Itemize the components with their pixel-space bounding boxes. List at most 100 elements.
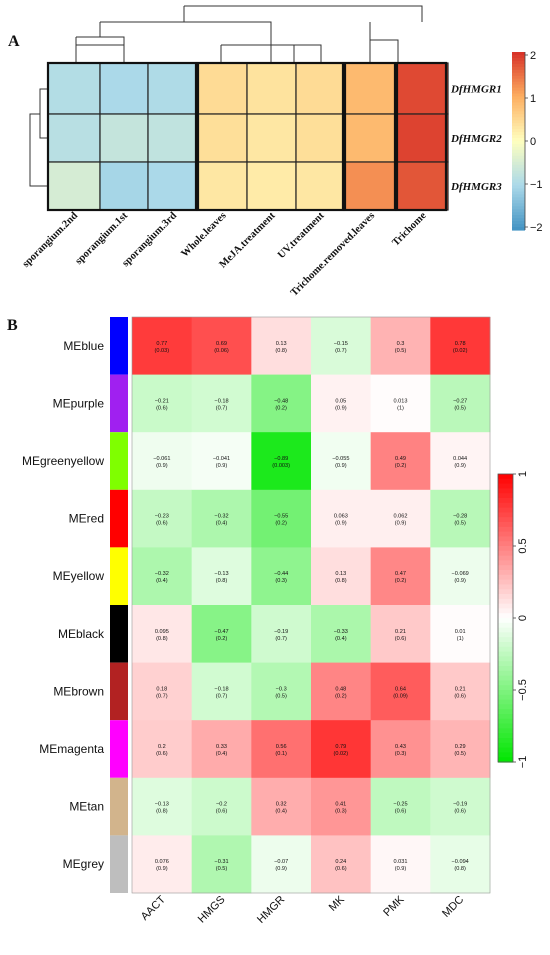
color-scale-a-segment xyxy=(512,191,525,195)
heatmap-b-cell xyxy=(370,605,431,663)
heatmap-a-cluster-border xyxy=(343,61,397,212)
color-scale-a-segment xyxy=(512,138,525,142)
color-scale-b-segment xyxy=(498,550,513,557)
color-scale-a-segment xyxy=(512,69,525,74)
cell-pvalue: (0.7) xyxy=(156,693,168,699)
cell-correlation: −0.33 xyxy=(334,629,348,635)
heatmap-b-cell xyxy=(191,662,252,721)
color-scale-a-segment xyxy=(512,218,525,222)
heatmap-b-cell xyxy=(311,374,372,433)
color-scale-a-segment xyxy=(512,120,525,124)
cell-correlation: 0.2 xyxy=(158,744,166,750)
color-scale-a-segment xyxy=(512,72,525,77)
color-scale-b-segment xyxy=(498,747,513,753)
heatmap-a-cell xyxy=(99,113,149,163)
color-scale-b-tick-label: 0.5 xyxy=(517,538,529,553)
cell-pvalue: (0.6) xyxy=(454,693,466,699)
heatmap-b-cell xyxy=(370,662,431,721)
color-scale-a-segment xyxy=(512,99,525,104)
sample-label: UV.treatment xyxy=(276,210,327,261)
heatmap-b-cell xyxy=(251,374,312,433)
heatmap-b-cell xyxy=(311,547,372,606)
cell-correlation: −0.19 xyxy=(274,629,288,635)
module-color-swatch xyxy=(110,374,128,433)
cell-correlation: −0.061 xyxy=(153,456,170,462)
heatmap-b-cell xyxy=(191,605,252,663)
heatmap-a-cluster-border xyxy=(395,61,448,212)
color-scale-a-segment xyxy=(512,152,525,157)
cell-correlation: −0.094 xyxy=(452,859,469,865)
cell-pvalue: (0.9) xyxy=(335,463,347,469)
heatmap-b-cell xyxy=(370,489,431,548)
color-scale-b-segment xyxy=(498,680,513,686)
module-label: MEmagenta xyxy=(39,742,104,756)
cell-correlation: −0.89 xyxy=(274,456,288,462)
heatmap-b-cell xyxy=(370,374,431,433)
cell-pvalue: (0.9) xyxy=(335,405,347,411)
heatmap-b-cell xyxy=(370,720,431,779)
color-scale-a-segment xyxy=(512,221,525,225)
cell-pvalue: (0.02) xyxy=(453,348,468,354)
cell-pvalue: (0.3) xyxy=(275,578,287,584)
module-color-swatch xyxy=(110,489,128,548)
cell-pvalue: (0.9) xyxy=(275,866,287,872)
cell-correlation: −0.28 xyxy=(453,514,467,520)
heatmap-b-cell xyxy=(132,662,193,721)
cell-pvalue: (0.5) xyxy=(395,348,407,354)
panel-b-letter: B xyxy=(7,317,18,334)
color-scale-b-segment xyxy=(498,723,513,729)
color-scale-b-segment xyxy=(498,483,513,489)
heatmap-b-cell xyxy=(132,835,193,894)
heatmap-b-cell xyxy=(191,835,252,894)
cell-pvalue: (0.2) xyxy=(395,463,407,469)
module-label: MEpurple xyxy=(53,396,105,410)
heatmap-a-cell xyxy=(197,62,248,115)
module-label: MEblue xyxy=(63,339,104,353)
color-scale-a-segment xyxy=(512,188,525,193)
cell-correlation: 0.031 xyxy=(394,859,408,865)
color-scale-a-segment xyxy=(512,170,525,175)
color-scale-a-segment xyxy=(512,60,525,65)
heatmap-a-cell xyxy=(396,113,449,163)
color-scale-a-tick-label: 0 xyxy=(530,136,536,148)
cell-correlation: 0.32 xyxy=(276,802,287,808)
cell-pvalue: (0.03) xyxy=(155,348,170,354)
color-scale-a-segment xyxy=(512,126,525,130)
color-scale-a-segment xyxy=(512,167,525,172)
color-scale-b-segment xyxy=(498,661,513,667)
heatmap-a-cell xyxy=(147,62,199,115)
cell-correlation: 0.013 xyxy=(394,398,408,404)
gene-label: DfHMGR1 xyxy=(450,84,502,96)
heatmap-a-cluster-border xyxy=(46,61,198,212)
module-labels: MEblue MEpurple MEgreenyellow MEred MEyellow… xyxy=(22,339,105,871)
module-color-swatch xyxy=(110,317,128,375)
color-scale-b-segment xyxy=(498,493,513,499)
cell-pvalue: (0.8) xyxy=(275,348,287,354)
color-scale-b-segment xyxy=(498,594,513,600)
cell-pvalue: (0.7) xyxy=(275,636,287,642)
cell-pvalue: (0.2) xyxy=(275,405,287,411)
cell-pvalue: (0.8) xyxy=(156,636,168,642)
cell-correlation: −0.069 xyxy=(452,571,469,577)
heatmap-b-cell xyxy=(430,489,491,548)
cell-correlation: 0.21 xyxy=(455,686,466,692)
cell-pvalue: (0.5) xyxy=(216,866,228,872)
cell-pvalue: (0.1) xyxy=(275,751,287,757)
color-scale-a-segment xyxy=(512,176,525,181)
heatmap-b-cell xyxy=(430,547,491,606)
color-scale-b-segment xyxy=(498,742,513,749)
cell-correlation: −0.32 xyxy=(155,571,169,577)
cell-pvalue: (0.8) xyxy=(335,578,347,584)
color-scale-a-segment xyxy=(512,81,525,86)
color-scale-b-segment xyxy=(498,632,513,638)
heatmap-a-cluster-border xyxy=(196,61,345,212)
heatmap-a-cell xyxy=(396,62,449,115)
trait-labels: AACT HMGS HMGR MK PMK MDC xyxy=(139,893,467,926)
cell-correlation: 0.24 xyxy=(335,859,346,865)
trait-label: PMK xyxy=(381,893,407,919)
heatmap-b-cell xyxy=(191,777,252,836)
cell-correlation: −0.19 xyxy=(453,802,467,808)
color-scale-a-segment xyxy=(512,149,525,154)
heatmap-a-cell xyxy=(344,62,398,115)
